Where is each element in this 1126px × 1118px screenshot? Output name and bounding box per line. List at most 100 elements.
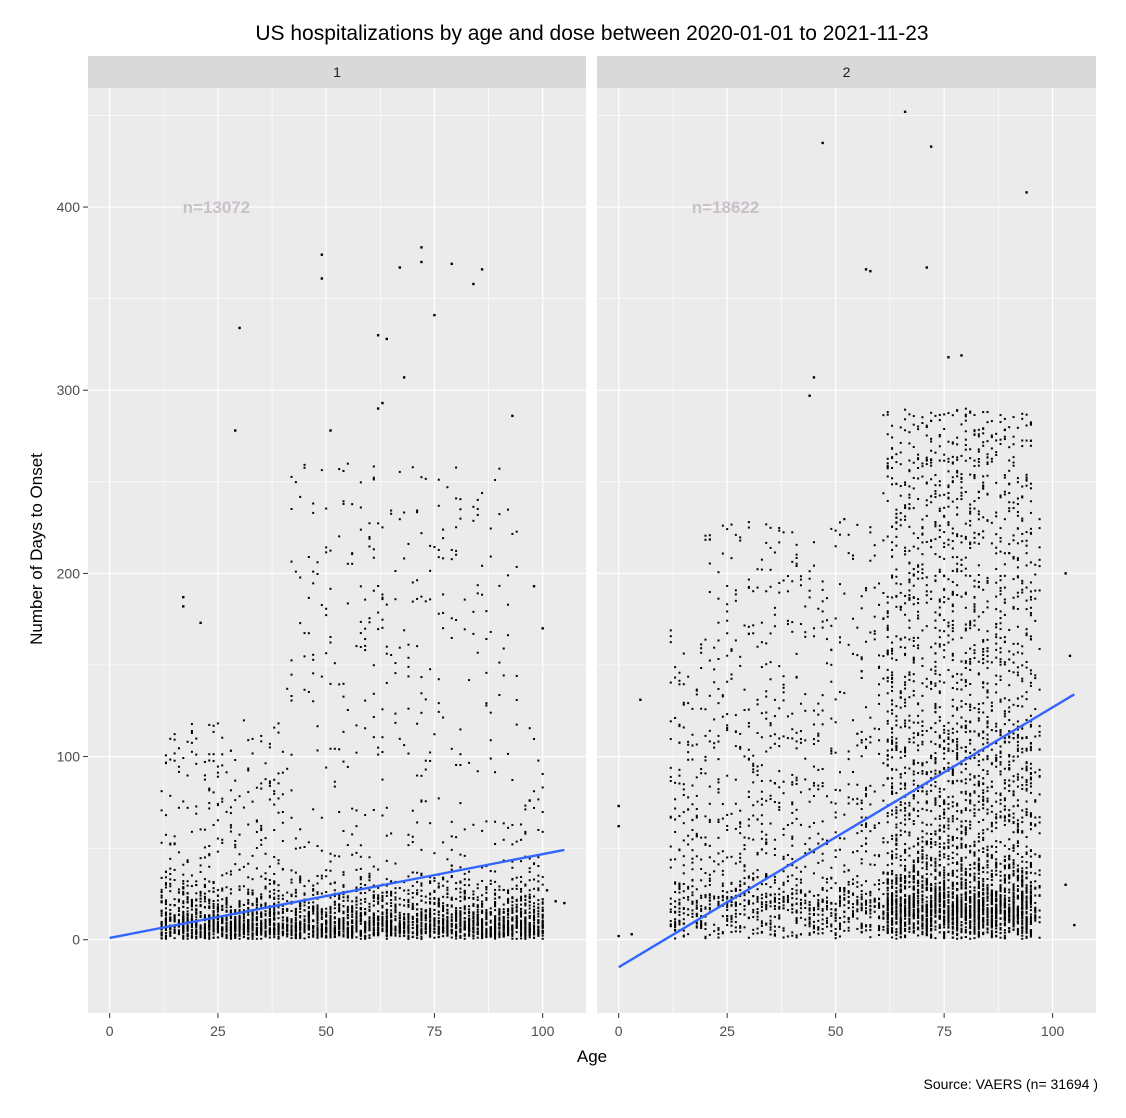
data-point — [334, 904, 336, 906]
data-point — [856, 875, 858, 877]
data-point — [425, 916, 427, 918]
data-point — [278, 913, 280, 915]
data-point — [843, 894, 845, 896]
data-point — [537, 880, 539, 882]
data-point — [394, 713, 396, 715]
data-point — [252, 893, 254, 895]
data-point — [503, 916, 505, 918]
data-point — [239, 885, 241, 887]
data-point — [360, 903, 362, 905]
data-point — [464, 938, 466, 940]
data-point — [338, 683, 340, 685]
data-point — [208, 881, 210, 883]
data-point — [455, 927, 457, 929]
data-point — [891, 686, 893, 688]
data-point — [765, 712, 767, 714]
data-point — [913, 477, 915, 479]
data-point — [1039, 910, 1041, 912]
data-point — [943, 507, 945, 509]
data-point — [516, 531, 518, 533]
data-point — [273, 727, 275, 729]
data-point — [390, 895, 392, 897]
data-point — [796, 867, 798, 869]
data-point — [887, 739, 889, 741]
data-point — [952, 818, 954, 820]
data-point — [770, 735, 772, 737]
data-point — [683, 794, 685, 796]
data-point — [533, 790, 535, 792]
data-point — [930, 784, 932, 786]
data-point — [373, 548, 375, 550]
data-point — [1021, 439, 1023, 441]
data-point — [260, 920, 262, 922]
data-point — [252, 927, 254, 929]
data-point — [325, 652, 327, 654]
data-point — [485, 928, 487, 930]
data-point — [498, 918, 500, 920]
data-point — [412, 931, 414, 933]
data-point — [1000, 761, 1002, 763]
data-point — [178, 747, 180, 749]
data-point — [1017, 481, 1019, 483]
data-point — [987, 884, 989, 886]
data-point — [407, 889, 409, 891]
data-point — [835, 545, 837, 547]
data-point — [455, 888, 457, 890]
data-point — [425, 769, 427, 771]
data-point — [200, 891, 202, 893]
data-point — [182, 916, 184, 918]
data-point — [239, 901, 241, 903]
data-point — [368, 918, 370, 920]
data-point — [425, 931, 427, 933]
data-point — [529, 897, 531, 899]
data-point — [278, 732, 280, 734]
data-point — [291, 700, 293, 702]
data-point — [511, 907, 513, 909]
data-point — [394, 911, 396, 913]
data-point — [425, 909, 427, 911]
data-point — [208, 845, 210, 847]
data-point — [252, 933, 254, 935]
data-point — [269, 922, 271, 924]
data-point — [1004, 697, 1006, 699]
data-point — [291, 561, 293, 563]
data-point — [839, 636, 841, 638]
data-point — [416, 881, 418, 883]
data-point — [429, 760, 431, 762]
data-point — [247, 768, 249, 770]
data-point — [934, 886, 936, 888]
data-point — [200, 926, 202, 928]
data-point — [312, 512, 314, 514]
data-point — [299, 576, 301, 578]
data-point — [529, 727, 531, 729]
data-point — [373, 894, 375, 896]
data-point — [726, 585, 728, 587]
data-point — [386, 925, 388, 927]
data-point — [338, 748, 340, 750]
data-point — [273, 881, 275, 883]
data-point — [1021, 776, 1023, 778]
data-point — [843, 930, 845, 932]
data-point — [308, 918, 310, 920]
data-point — [182, 900, 184, 902]
data-point — [334, 901, 336, 903]
data-point — [420, 596, 422, 598]
data-point — [342, 761, 344, 763]
data-point — [334, 882, 336, 884]
data-point — [269, 915, 271, 917]
data-point — [390, 909, 392, 911]
data-point — [226, 904, 228, 906]
data-point — [239, 915, 241, 917]
data-point — [334, 917, 336, 919]
data-point — [503, 931, 505, 933]
data-point — [687, 899, 689, 901]
data-point — [217, 851, 219, 853]
data-point — [947, 748, 949, 750]
data-point — [360, 934, 362, 936]
data-point — [381, 779, 383, 781]
data-point — [165, 814, 167, 816]
data-point — [783, 699, 785, 701]
data-point — [520, 937, 522, 939]
data-point — [442, 885, 444, 887]
data-point — [377, 747, 379, 749]
